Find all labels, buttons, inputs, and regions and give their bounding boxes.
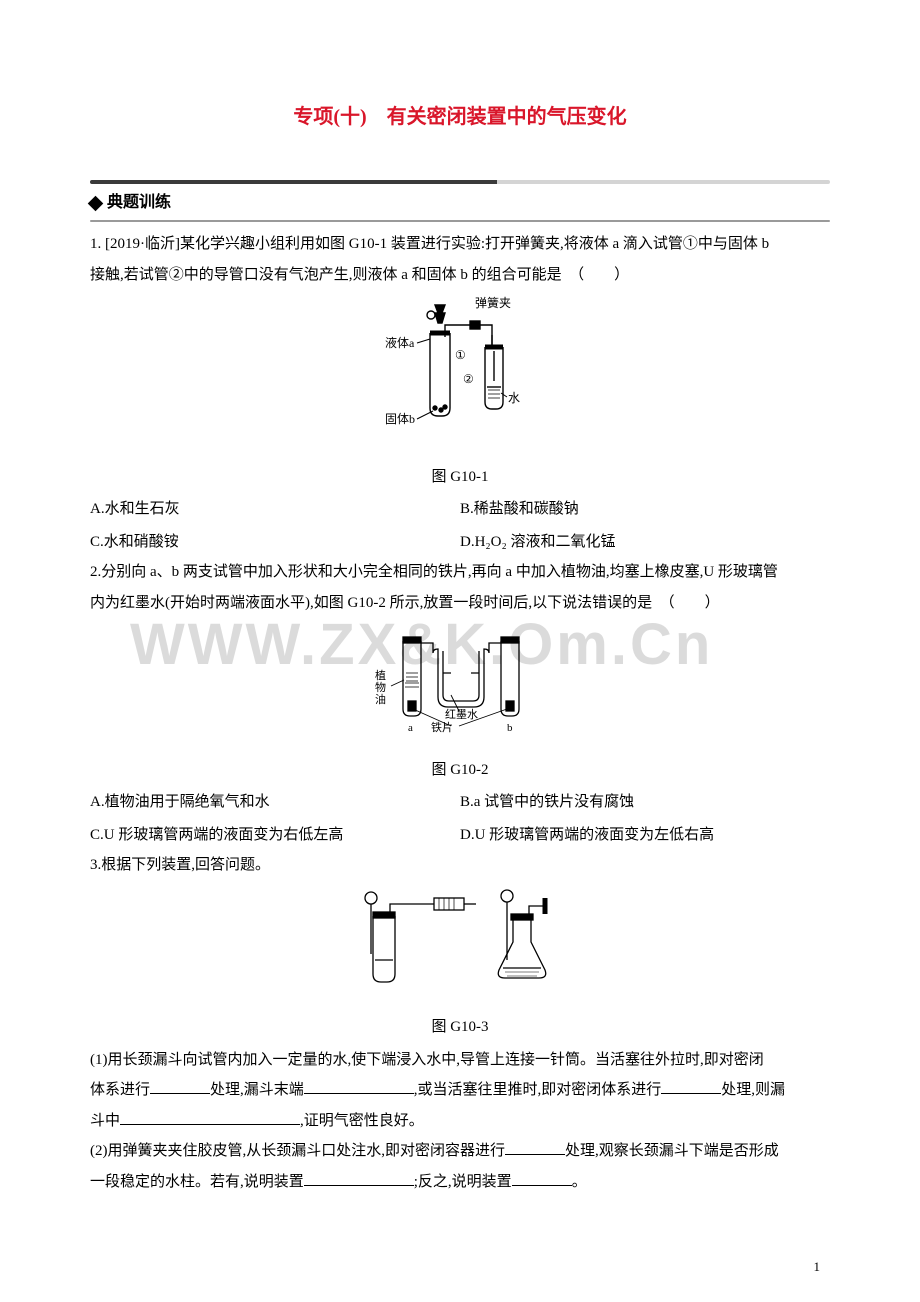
page-number: 1 <box>814 1255 821 1280</box>
figure-2-caption: 图 G10-2 <box>90 756 830 785</box>
q3-p2a: (2)用弹簧夹夹住胶皮管,从长颈漏斗口处注水,即对密闭容器进行 处理,观察长颈漏斗… <box>90 1137 830 1166</box>
fig2-b-label: b <box>507 722 513 734</box>
q3-p2a-1: (2)用弹簧夹夹住胶皮管,从长颈漏斗口处注水,即对密闭容器进行 <box>90 1143 505 1159</box>
fig2-iron-label: 铁片 <box>431 721 453 734</box>
q2-option-c: C.U 形玻璃管两端的液面变为右低左高 <box>90 821 460 850</box>
q3-p1c-1: 斗中 <box>90 1113 120 1129</box>
q3-p1b-2: 处理,漏斗末端 <box>210 1082 304 1098</box>
q1-line2: 接触,若试管②中的导管口没有气泡产生,则液体 a 和固体 b 的组合可能是 （ … <box>90 261 830 290</box>
figure-3 <box>90 886 830 1012</box>
fig1-num2: ② <box>463 372 474 386</box>
q3-head: 3.根据下列装置,回答问题。 <box>90 851 830 880</box>
q3-p2a-2: 处理,观察长颈漏斗下端是否形成 <box>565 1143 779 1159</box>
q2-option-b: B.a 试管中的铁片没有腐蚀 <box>460 788 830 817</box>
q1-line1: 1. [2019·临沂]某化学兴趣小组利用如图 G10-1 装置进行实验:打开弹… <box>90 230 830 259</box>
figure-3-caption: 图 G10-3 <box>90 1013 830 1042</box>
q2-line2: 内为红墨水(开始时两端液面水平),如图 G10-2 所示,放置一段时间后,以下说… <box>90 589 830 618</box>
fig1-num1: ① <box>455 348 466 362</box>
blank-1 <box>150 1078 210 1095</box>
section-label: 典题训练 <box>90 188 830 218</box>
q1-option-b: B.稀盐酸和碳酸钠 <box>460 495 830 524</box>
fig2-plant-oil-label: 植物油 <box>375 668 386 706</box>
q1-option-c: C.水和硝酸铵 <box>90 528 460 557</box>
blank-2 <box>304 1078 414 1095</box>
fig1-solid-b-label: 固体b <box>385 412 415 426</box>
blank-3 <box>661 1078 721 1095</box>
figure-2: 植物油 红墨水 铁片 a b <box>90 623 830 754</box>
q3-p1c-2: ,证明气密性良好。 <box>300 1113 424 1129</box>
q3-p2b-1: 一段稳定的水柱。若有,说明装置 <box>90 1174 304 1190</box>
q1-option-a: A.水和生石灰 <box>90 495 460 524</box>
q3-p2b-3: 。 <box>572 1174 587 1190</box>
q3-p1b: 体系进行 处理,漏斗末端 ,或当活塞往里推时,即对密闭体系进行 处理,则漏 <box>90 1076 830 1105</box>
page-title: 专项(十) 有关密闭装置中的气压变化 <box>90 98 830 136</box>
q1-option-d: D.H₂O₂ 溶液和二氧化锰 <box>460 528 830 557</box>
q3-p1b-1: 体系进行 <box>90 1082 150 1098</box>
fig1-spring-label: 弹簧夹 <box>475 295 511 310</box>
q2-option-d: D.U 形玻璃管两端的液面变为左低右高 <box>460 821 830 850</box>
title-main: 有关密闭装置中的气压变化 <box>387 106 627 128</box>
blank-7 <box>512 1169 572 1186</box>
q3-p1a: (1)用长颈漏斗向试管内加入一定量的水,使下端浸入水中,导管上连接一针筒。当活塞… <box>90 1046 830 1075</box>
blank-4 <box>120 1108 300 1125</box>
blank-6 <box>304 1169 414 1186</box>
divider-bottom <box>90 220 830 222</box>
q3-p1c: 斗中 ,证明气密性良好。 <box>90 1107 830 1136</box>
q2-option-a: A.植物油用于隔绝氧气和水 <box>90 788 460 817</box>
blank-5 <box>505 1139 565 1156</box>
q3-p2b-2: ;反之,说明装置 <box>414 1174 512 1190</box>
q3-p1b-3: ,或当活塞往里推时,即对密闭体系进行 <box>414 1082 662 1098</box>
title-prefix: 专项(十) <box>293 106 386 128</box>
fig2-red-ink-label: 红墨水 <box>445 708 478 721</box>
figure-1-caption: 图 G10-1 <box>90 463 830 492</box>
divider-top <box>90 180 830 184</box>
q3-p1b-4: 处理,则漏 <box>721 1082 785 1098</box>
q2-line1: 2.分别向 a、b 两支试管中加入形状和大小完全相同的铁片,再向 a 中加入植物… <box>90 558 830 587</box>
fig2-a-label: a <box>408 722 413 734</box>
q3-p2b: 一段稳定的水柱。若有,说明装置 ;反之,说明装置 。 <box>90 1168 830 1197</box>
fig1-water-label: 水 <box>508 391 520 405</box>
section-label-text: 典题训练 <box>107 188 171 218</box>
fig1-liquid-a-label: 液体a <box>385 335 415 350</box>
figure-1: 弹簧夹 液体a ① ② 水 固体b <box>90 295 830 461</box>
diamond-icon <box>88 195 104 211</box>
